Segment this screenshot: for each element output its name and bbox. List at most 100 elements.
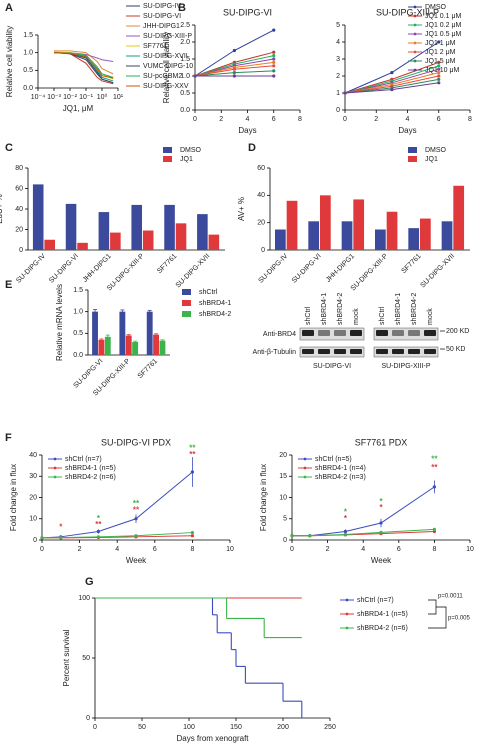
lane-label: shBRD4-1 <box>395 293 402 325</box>
blot-band <box>392 330 404 336</box>
significance-mark: * <box>379 497 383 506</box>
bar <box>353 199 365 250</box>
y-tick-label: 1.0 <box>23 50 33 57</box>
y-tick-label: 20 <box>29 494 37 501</box>
y-axis-label: Fold change in flux <box>259 464 268 531</box>
x-tick-label: 4 <box>361 546 365 553</box>
p-value: p=0.0011 <box>438 594 463 600</box>
legend-label: SU-DIPG-XIII-P <box>143 33 192 40</box>
bar <box>104 336 111 355</box>
y-tick-label: 0 <box>336 107 340 114</box>
x-tick-label: 10⁻⁴ <box>31 94 46 101</box>
legend-label: JQ1 5 μM <box>425 58 456 65</box>
bar <box>286 200 298 250</box>
legend-label: shBRD4-2 <box>199 311 231 318</box>
bar <box>77 242 88 250</box>
data-point <box>96 535 100 539</box>
data-point <box>272 54 276 58</box>
data-point <box>272 28 276 32</box>
x-tick-label: SU-DIPG-XVII <box>419 253 456 290</box>
y-axis-label: Relative cell viability <box>5 26 14 98</box>
data-point <box>379 521 383 525</box>
legend-swatch <box>163 156 172 162</box>
legend-label: JQ1 0.5 μM <box>425 31 461 38</box>
y-axis-label: Fold change in flux <box>9 464 18 531</box>
data-point <box>272 64 276 68</box>
data-point <box>432 527 436 531</box>
legend-label: shBRD4-2 (n=6) <box>357 625 408 632</box>
data-point <box>437 40 441 44</box>
legend-marker <box>413 68 417 72</box>
lane-label: mock <box>427 308 434 325</box>
significance-mark: ** <box>133 505 140 514</box>
lane-label: mock <box>353 308 360 325</box>
bar <box>375 229 386 250</box>
legend-label: JQ1 0.2 μM <box>425 22 461 29</box>
lane-label: shCtrl <box>379 306 386 325</box>
legend-swatch <box>163 147 172 153</box>
x-tick-label: 2 <box>219 116 223 123</box>
y-tick-label: 0 <box>19 247 23 254</box>
legend-label: SU-DIPG-XXV <box>143 83 189 90</box>
cell-line-label: SU-DIPG-VI <box>313 363 351 370</box>
significance-mark: ** <box>133 499 140 508</box>
data-point <box>40 536 44 540</box>
legend-marker <box>413 50 417 54</box>
x-axis-label: Week <box>371 556 392 565</box>
x-tick-label: SF7761 <box>156 253 178 275</box>
legend-label: shCtrl (n=7) <box>65 456 102 463</box>
data-point <box>390 88 394 92</box>
x-tick-label: SU-DIPG-XVII <box>175 253 212 290</box>
x-tick-label: 150 <box>230 724 242 731</box>
data-point <box>290 534 294 538</box>
data-point <box>437 60 441 64</box>
blot-band <box>318 330 330 336</box>
y-tick-label: 4 <box>336 39 340 46</box>
y-tick-label: 0.5 <box>73 330 83 337</box>
legend-label: shBRD4-2 (n=3) <box>315 474 366 481</box>
data-point <box>190 470 194 474</box>
cell-line-label: SU-DIPG-XIII-P <box>381 363 430 370</box>
legend-label: DMSO <box>425 4 447 11</box>
y-tick-label: 80 <box>15 165 23 172</box>
y-tick-label: 10 <box>279 494 287 501</box>
bar <box>197 214 208 250</box>
x-tick-label: 8 <box>298 116 302 123</box>
size-marker: 200 KD <box>446 328 469 335</box>
data-point <box>232 67 236 71</box>
y-tick-label: 0.0 <box>180 107 190 114</box>
legend-label: shBRD4-1 <box>199 300 231 307</box>
data-point <box>193 74 197 78</box>
legend-label: JQ1 0.1 μM <box>425 13 461 20</box>
legend-swatch <box>182 311 191 317</box>
blot-band <box>334 330 346 336</box>
bar <box>308 221 320 250</box>
lane-label: shBRD4-1 <box>321 293 328 325</box>
blot-band <box>376 330 388 336</box>
data-point <box>379 530 383 534</box>
blot-row-label: Anti-β-Tubulin <box>253 349 297 356</box>
panel-label: B <box>178 2 186 14</box>
x-axis-label: Days <box>398 126 416 135</box>
y-tick-label: 20 <box>15 226 23 233</box>
legend-marker <box>345 598 349 602</box>
bar <box>164 204 175 250</box>
lane-label: shCtrl <box>305 306 312 325</box>
data-point <box>432 485 436 489</box>
y-tick-label: 100 <box>78 595 90 602</box>
panel-label: G <box>85 576 94 588</box>
data-point <box>343 91 347 95</box>
p-value: p=0.005 <box>448 616 471 622</box>
legend-marker <box>53 457 57 461</box>
series-line <box>292 486 435 537</box>
data-point <box>437 81 441 85</box>
y-tick-label: 10 <box>29 516 37 523</box>
blot-band <box>318 349 330 354</box>
significance-mark: ** <box>189 444 196 453</box>
data-point <box>190 534 194 538</box>
data-point <box>232 74 236 78</box>
y-axis-label: AV+ % <box>237 197 246 221</box>
legend-label: shBRD4-1 (n=4) <box>315 465 366 472</box>
legend-label: SU-DIPG-IV <box>143 3 181 10</box>
